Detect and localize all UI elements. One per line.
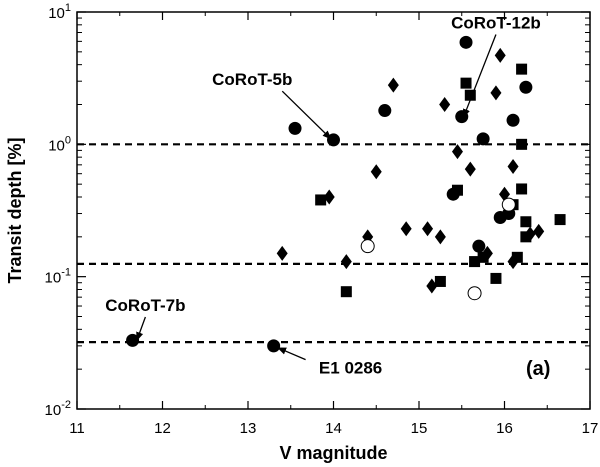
y-tick-label: 10-1 bbox=[45, 267, 71, 287]
x-tick-labels: 11 12 13 14 15 16 17 bbox=[69, 420, 598, 437]
filled-circle-point bbox=[519, 80, 533, 94]
filled-square-point bbox=[516, 183, 528, 195]
x-tick-label: 16 bbox=[496, 420, 513, 437]
data-points bbox=[126, 35, 566, 353]
filled-circle-point bbox=[378, 104, 392, 118]
filled-diamond-point bbox=[426, 278, 438, 294]
filled-diamond-point bbox=[533, 223, 545, 239]
filled-square-point bbox=[520, 231, 532, 243]
filled-circle-point bbox=[288, 121, 302, 135]
x-tick-label: 12 bbox=[154, 420, 171, 437]
annotation-arrow bbox=[462, 34, 497, 119]
filled-diamond-point bbox=[422, 221, 434, 237]
y-tick-label: 10-2 bbox=[45, 399, 71, 419]
annotation-arrow bbox=[136, 316, 147, 342]
open-circle-point bbox=[360, 239, 375, 254]
filled-diamond-point bbox=[464, 161, 476, 177]
filled-diamond-point bbox=[524, 226, 536, 242]
filled-diamond-point bbox=[490, 85, 502, 101]
x-axis-title: V magnitude bbox=[279, 443, 387, 463]
filled-diamond-point bbox=[400, 221, 412, 237]
filled-circle-point bbox=[472, 239, 486, 253]
filled-diamond-point bbox=[507, 158, 519, 174]
filled-square-point bbox=[516, 63, 528, 75]
filled-diamond-point bbox=[494, 47, 506, 63]
filled-circle-point bbox=[267, 339, 281, 353]
filled-square-point bbox=[460, 77, 472, 89]
filled-square-point bbox=[477, 251, 489, 263]
filled-square-point bbox=[315, 194, 327, 206]
panel-label: (a) bbox=[526, 358, 550, 380]
annotations: CoRoT-12b CoRoT-5b CoRoT-7b E1 0286 bbox=[105, 14, 541, 378]
annotation-arrow bbox=[277, 347, 306, 361]
filled-square-point bbox=[464, 89, 476, 101]
x-tick-label: 14 bbox=[325, 420, 342, 437]
filled-diamond-point bbox=[340, 254, 352, 270]
filled-diamond-point bbox=[387, 77, 399, 93]
filled-square-point bbox=[434, 275, 446, 287]
y-tick-label: 101 bbox=[48, 2, 71, 22]
y-tick-label: 100 bbox=[48, 134, 71, 154]
annotation-label: CoRoT-5b bbox=[212, 70, 292, 89]
filled-circle-point bbox=[476, 132, 490, 146]
filled-circle-point bbox=[327, 133, 340, 147]
filled-square-point bbox=[511, 251, 523, 263]
filled-circle-point bbox=[126, 333, 140, 347]
filled-diamond-point bbox=[370, 164, 382, 180]
y-tick-labels: 10-2 10-1 100 101 bbox=[45, 2, 71, 419]
filled-square-point bbox=[490, 272, 502, 284]
y-axis-title: Transit depth [%] bbox=[5, 137, 25, 283]
filled-diamond-point bbox=[451, 144, 463, 160]
filled-diamond-point bbox=[507, 254, 519, 270]
filled-circle-point bbox=[506, 113, 520, 127]
open-circle-point bbox=[501, 197, 516, 212]
filled-circle-point bbox=[459, 35, 473, 49]
x-tick-label: 11 bbox=[69, 420, 85, 437]
filled-square-point bbox=[520, 216, 532, 228]
filled-square-point bbox=[451, 184, 463, 196]
annotation-label: CoRoT-12b bbox=[451, 14, 541, 33]
filled-circle-point bbox=[455, 110, 469, 124]
filled-square-point bbox=[469, 256, 481, 268]
filled-diamond-point bbox=[276, 245, 288, 261]
open-circle-point bbox=[467, 286, 482, 301]
axis-ticks bbox=[76, 11, 591, 410]
filled-diamond-point bbox=[481, 245, 493, 261]
filled-diamond-point bbox=[323, 189, 335, 205]
filled-diamond-point bbox=[434, 229, 446, 245]
filled-square-point bbox=[554, 214, 566, 226]
filled-square-point bbox=[340, 286, 352, 298]
filled-diamond-point bbox=[439, 96, 451, 112]
x-tick-label: 15 bbox=[411, 420, 428, 437]
x-tick-label: 17 bbox=[582, 420, 599, 437]
filled-square-point bbox=[516, 138, 528, 150]
annotation-label: CoRoT-7b bbox=[105, 296, 185, 315]
x-tick-label: 13 bbox=[240, 420, 257, 437]
annotation-label: E1 0286 bbox=[319, 359, 382, 378]
annotation-arrow bbox=[281, 90, 332, 140]
